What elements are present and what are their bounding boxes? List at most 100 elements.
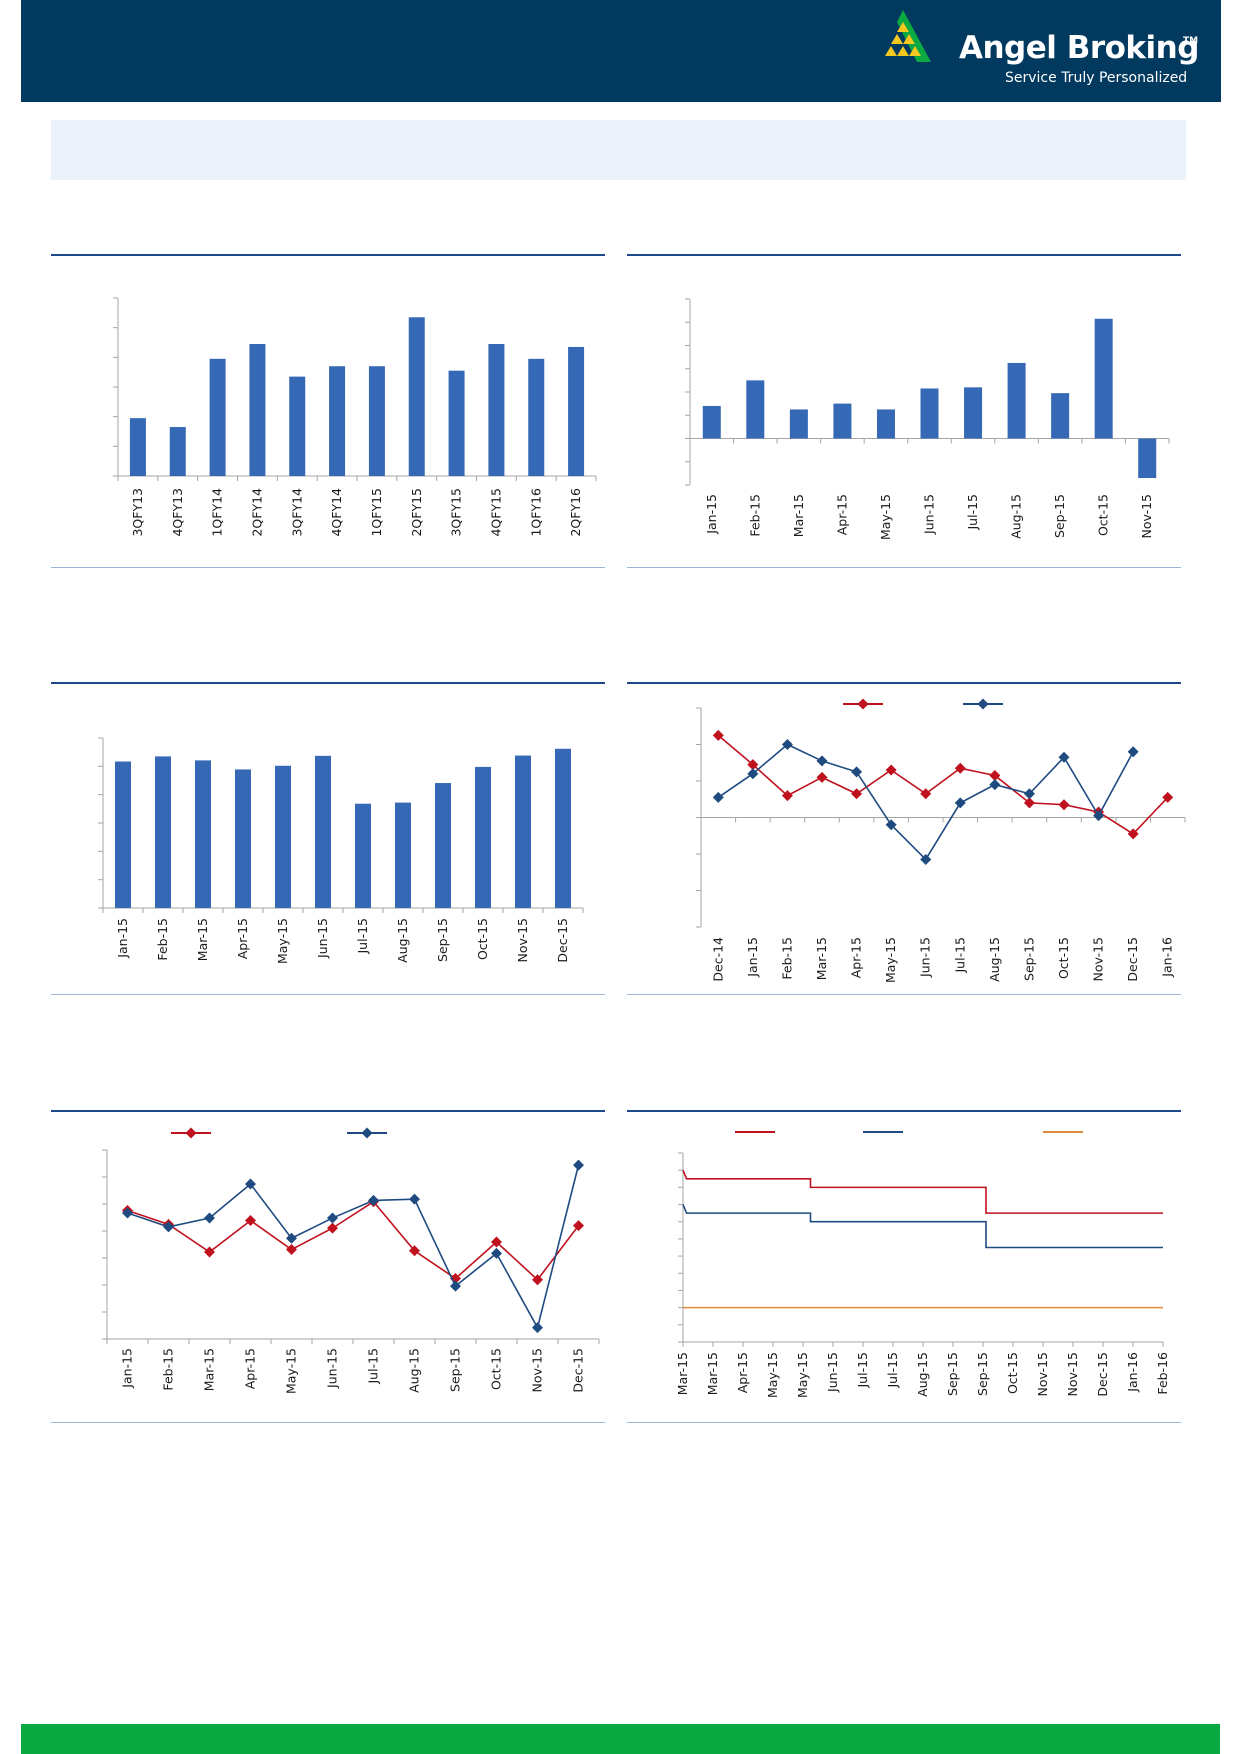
chart-monthly-line: Jan-15 Feb-15 Mar-15 Apr-15 May-15 Jun-15 Jul-… (102, 1127, 600, 1394)
x-tick-label: Dec-15 (555, 918, 570, 963)
data-point (989, 779, 1001, 791)
bar (129, 418, 146, 476)
x-tick-label: Apr-15 (735, 1352, 750, 1393)
x-tick-label: Jul-15 (355, 918, 370, 955)
x-tick-label: 3QFY13 (130, 488, 145, 537)
x-tick-label: Feb-15 (747, 494, 762, 537)
bar (235, 769, 251, 908)
brand-tagline: Service Truly Personalized (1005, 70, 1188, 86)
x-tick-label: Feb-15 (161, 1348, 176, 1391)
data-point (1023, 788, 1035, 800)
x-tick-label: May-15 (284, 1348, 299, 1394)
x-tick-label: Dec-15 (1095, 1352, 1110, 1397)
bar (315, 755, 331, 908)
x-tick-label: Aug-15 (915, 1352, 930, 1397)
chart-panel-policy-rates: Mar-15 Mar-15 Apr-15 May-15 May-15 Jun-15 Jul-… (627, 1110, 1181, 1426)
x-tick-label: Jul-15 (952, 937, 967, 974)
panel-top-rule (51, 682, 605, 684)
x-tick-label: Aug-15 (1009, 494, 1024, 539)
bar (488, 343, 505, 476)
x-tick-label: Nov-15 (530, 1348, 545, 1392)
info-band (51, 120, 1186, 180)
x-tick-label: May-15 (878, 494, 893, 540)
data-point (712, 729, 724, 741)
x-tick-label: Dec-14 (710, 937, 725, 982)
data-point (781, 790, 793, 802)
x-tick-label: Aug-15 (987, 937, 1002, 982)
x-tick-label: Dec-15 (1125, 937, 1140, 982)
panel-bottom-rule (51, 1422, 605, 1423)
series-line (127, 1200, 580, 1281)
x-tick-label: Sep-15 (435, 918, 450, 962)
data-point (857, 698, 869, 710)
x-tick-label: 1QFY15 (369, 488, 384, 537)
chart-panel-two-series-line: Dec-14 Jan-15 Feb-15 Mar-15 Apr-15 May-15 Jun-… (627, 682, 1186, 998)
x-tick-label: May-15 (795, 1352, 810, 1398)
bar (435, 783, 451, 908)
x-tick-label: Mar-15 (705, 1352, 720, 1395)
panel-top-rule (51, 1110, 605, 1112)
x-tick-label: Sep-15 (1021, 937, 1036, 981)
x-tick-label: 3QFY14 (289, 488, 304, 537)
data-point (245, 1178, 256, 1190)
data-point (368, 1194, 379, 1206)
x-tick-label: Jan-15 (704, 494, 719, 535)
data-point (954, 762, 966, 774)
x-tick-label: Nov-15 (1139, 494, 1154, 538)
data-point (1058, 799, 1070, 811)
x-tick-label: Jul-15 (366, 1348, 381, 1385)
x-tick-label: Jul-15 (855, 1352, 870, 1389)
panel-top-rule (627, 682, 1181, 684)
x-tick-label: Feb-16 (1155, 1352, 1170, 1395)
data-point (286, 1244, 297, 1256)
x-tick-label: Jan-15 (745, 937, 760, 978)
data-point (1127, 746, 1139, 758)
bar (702, 405, 721, 439)
panel-bottom-rule (51, 994, 605, 995)
data-point (816, 755, 828, 767)
data-point (361, 1127, 373, 1139)
bar (408, 317, 425, 476)
x-tick-label: Jan-16 (1125, 1352, 1140, 1393)
x-tick-label: 1QFY16 (528, 488, 543, 537)
panel-top-rule (627, 1110, 1181, 1112)
data-point (954, 797, 966, 809)
bar (1007, 362, 1026, 439)
x-tick-label: Aug-15 (395, 918, 410, 963)
panel-top-rule (627, 254, 1181, 256)
x-tick-label: 2QFY14 (249, 488, 264, 537)
data-point (450, 1280, 461, 1292)
data-point (409, 1193, 420, 1205)
x-tick-label: Dec-15 (571, 1348, 586, 1393)
series-line (717, 743, 1134, 861)
data-point (532, 1322, 543, 1334)
x-tick-label: May-15 (765, 1352, 780, 1398)
panel-bottom-rule (627, 994, 1181, 995)
x-tick-label: Jul-15 (885, 1352, 900, 1389)
bar (209, 358, 226, 476)
data-point (163, 1221, 174, 1233)
data-point (1093, 810, 1105, 822)
bar (964, 387, 983, 439)
x-tick-label: Nov-15 (515, 918, 530, 962)
data-point (491, 1247, 502, 1259)
x-tick-label: Apr-15 (849, 937, 864, 978)
x-tick-label: Jun-15 (325, 1348, 340, 1389)
x-tick-label: Sep-15 (975, 1352, 990, 1396)
data-point (1058, 751, 1070, 763)
x-tick-label: Jun-15 (922, 494, 937, 535)
data-point (781, 739, 793, 750)
bar (475, 766, 491, 908)
x-tick-label: Apr-15 (235, 918, 250, 959)
logo-green-wedge (897, 10, 931, 62)
chart-quarterly-bars: 3QFY13 4QFY13 1QFY14 2QFY14 3QFY14 4QFY14 1QFY… (113, 297, 597, 537)
data-point (573, 1159, 584, 1171)
x-tick-label: Nov-15 (1035, 1352, 1050, 1396)
data-point (286, 1232, 297, 1244)
series-line (717, 734, 1169, 835)
bar (833, 403, 852, 439)
x-tick-label: 2QFY16 (568, 488, 583, 537)
data-point (885, 819, 897, 831)
x-tick-label: Sep-15 (945, 1352, 960, 1396)
data-point (409, 1245, 420, 1257)
